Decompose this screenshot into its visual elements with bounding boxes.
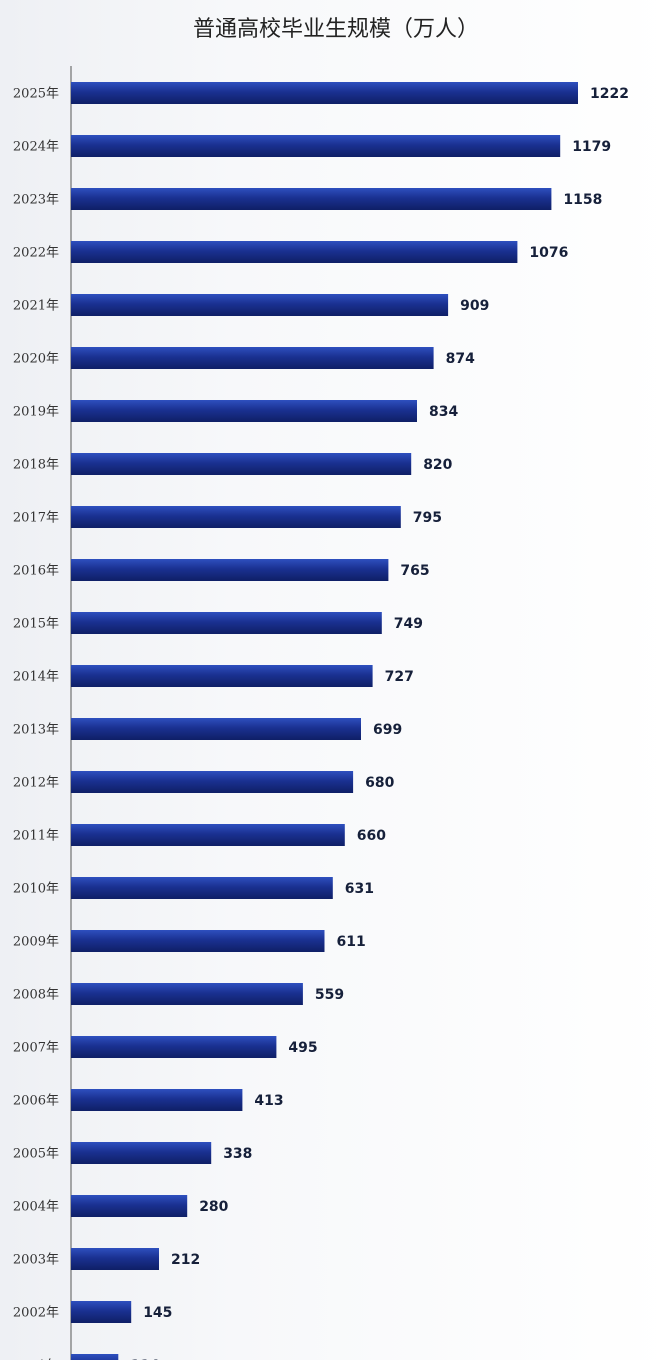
value-label: 1179	[572, 139, 611, 155]
value-label: 765	[400, 563, 429, 579]
bar	[71, 1195, 188, 1217]
bar	[71, 135, 561, 157]
category-label: 2011年	[13, 829, 59, 844]
bar	[71, 824, 345, 846]
category-label: 2014年	[13, 670, 59, 685]
value-label: 834	[429, 404, 458, 420]
category-label: 2007年	[13, 1041, 59, 1056]
category-label: 2010年	[13, 882, 59, 897]
value-label: 1222	[590, 86, 629, 102]
category-label: 2013年	[13, 723, 59, 738]
value-label: 660	[357, 828, 386, 844]
bar	[71, 1354, 119, 1360]
bar	[71, 877, 333, 899]
bar	[71, 771, 354, 793]
category-label: 2019年	[13, 405, 59, 420]
category-label: 2025年	[13, 87, 59, 102]
bar	[71, 612, 382, 634]
bar	[71, 188, 552, 210]
category-label: 2004年	[13, 1200, 59, 1215]
value-label: 280	[199, 1199, 228, 1215]
bar	[71, 241, 518, 263]
category-label: 2002年	[13, 1306, 59, 1321]
bar	[71, 1036, 277, 1058]
bar	[71, 453, 412, 475]
value-label: 145	[143, 1305, 172, 1321]
category-label: 2009年	[13, 935, 59, 950]
category-label: 2005年	[13, 1147, 59, 1162]
value-label: 338	[223, 1146, 252, 1162]
chart-title: 普通高校毕业生规模（万人）	[193, 17, 479, 42]
value-label: 212	[171, 1252, 200, 1268]
value-label: 699	[373, 722, 402, 738]
category-label: 2024年	[13, 140, 59, 155]
value-label: 114	[130, 1358, 159, 1360]
bar	[71, 506, 401, 528]
value-label: 495	[288, 1040, 317, 1056]
category-label: 2017年	[13, 511, 59, 526]
bar	[71, 930, 325, 952]
bar-group	[71, 82, 578, 1360]
value-label: 631	[345, 881, 374, 897]
value-label: 1158	[563, 192, 602, 208]
value-label: 749	[394, 616, 423, 632]
category-labels: 2025年 2024年 2023年 2022年 2021年 2020年 2019年 2018年…	[13, 87, 59, 1360]
bar	[71, 347, 434, 369]
bar	[71, 1301, 132, 1323]
bar	[71, 718, 361, 740]
bar	[71, 665, 373, 687]
category-label: 2012年	[13, 776, 59, 791]
bar	[71, 400, 417, 422]
category-label: 2021年	[13, 299, 59, 314]
value-label: 727	[385, 669, 414, 685]
bar	[71, 983, 303, 1005]
value-label: 611	[337, 934, 366, 950]
value-label: 909	[460, 298, 489, 314]
category-label: 2008年	[13, 988, 59, 1003]
value-label: 874	[446, 351, 475, 367]
value-labels: 1222 1179 1158 1076 909 874 834 820 795 765 749 727…	[130, 86, 629, 1360]
category-label: 2023年	[13, 193, 59, 208]
bar	[71, 294, 449, 316]
category-label: 2006年	[13, 1094, 59, 1109]
value-label: 820	[423, 457, 452, 473]
category-label: 2022年	[13, 246, 59, 261]
value-label: 1076	[529, 245, 568, 261]
value-label: 795	[413, 510, 442, 526]
bar	[71, 1089, 243, 1111]
category-label: 2015年	[13, 617, 59, 632]
value-label: 559	[315, 987, 344, 1003]
category-label: 2001年	[13, 1359, 59, 1360]
value-label: 680	[365, 775, 394, 791]
category-label: 2018年	[13, 458, 59, 473]
value-label: 413	[254, 1093, 283, 1109]
bar	[71, 1248, 159, 1270]
category-label: 2020年	[13, 352, 59, 367]
bar	[71, 559, 389, 581]
category-label: 2003年	[13, 1253, 59, 1268]
bar	[71, 82, 578, 104]
category-label: 2016年	[13, 564, 59, 579]
bar	[71, 1142, 212, 1164]
